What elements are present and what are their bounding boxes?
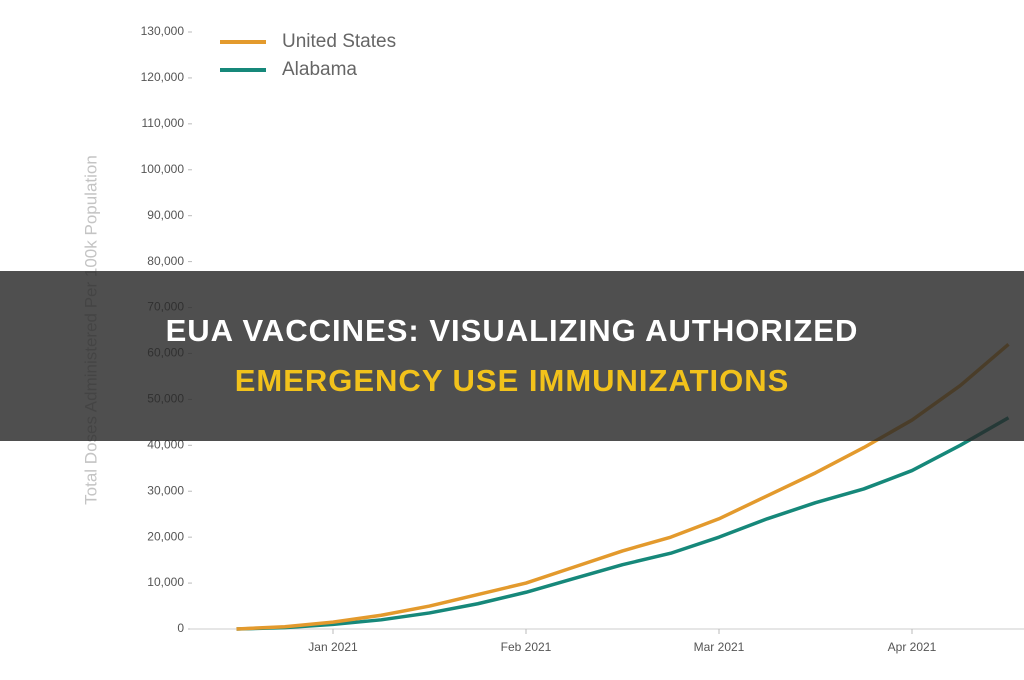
plot: 010,00020,00030,00040,00050,00060,00070,… xyxy=(141,24,1024,654)
y-tick-label: 110,000 xyxy=(142,116,185,130)
legend-label: United States xyxy=(282,31,396,52)
y-tick-label: 10,000 xyxy=(147,575,184,589)
y-tick-label: 0 xyxy=(177,621,184,635)
legend-label: Alabama xyxy=(282,59,357,80)
series-line xyxy=(236,416,1010,631)
y-tick-label: 120,000 xyxy=(141,70,185,84)
banner xyxy=(0,271,1024,441)
y-tick-label: 130,000 xyxy=(141,24,185,38)
x-tick-label: Apr 2021 xyxy=(888,640,937,654)
x-tick-label: Feb 2021 xyxy=(501,640,552,654)
y-tick-label: 90,000 xyxy=(147,208,184,222)
y-tick-label: 30,000 xyxy=(147,483,184,497)
x-tick-label: Mar 2021 xyxy=(694,640,745,654)
banner-subtitle: EMERGENCY USE IMMUNIZATIONS xyxy=(235,363,790,398)
y-tick-label: 100,000 xyxy=(141,162,185,176)
y-tick-label: 80,000 xyxy=(147,254,184,268)
y-tick-label: 20,000 xyxy=(147,529,184,543)
x-tick-label: Jan 2021 xyxy=(308,640,358,654)
banner-title: EUA VACCINES: VISUALIZING AUTHORIZED xyxy=(166,313,859,348)
